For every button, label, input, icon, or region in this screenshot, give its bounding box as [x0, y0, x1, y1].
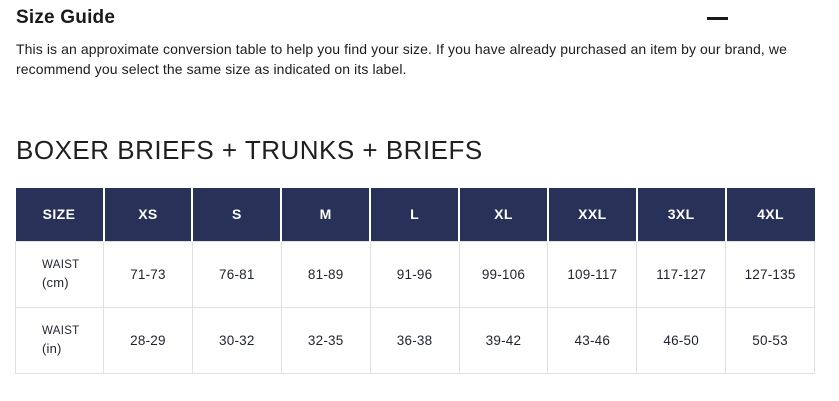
cell-waist-cm-3xl: 117-127 — [636, 240, 727, 308]
column-header-xl: XL — [459, 188, 549, 241]
cell-waist-cm-xl: 99-106 — [458, 240, 549, 308]
column-header-s: S — [192, 188, 283, 241]
cell-waist-in-l: 36-38 — [369, 306, 460, 374]
section-heading: BOXER BRIEFS + TRUNKS + BRIEFS — [16, 135, 483, 165]
minus-icon — [706, 16, 728, 20]
table-row-waist-in: WAIST (in) 28-29 30-32 32-35 36-38 39-42… — [15, 306, 815, 374]
cell-waist-cm-l: 91-96 — [369, 240, 460, 308]
cell-waist-in-s: 30-32 — [191, 306, 282, 374]
column-header-l: L — [370, 188, 460, 241]
collapse-button[interactable] — [698, 6, 736, 30]
cell-waist-cm-m: 81-89 — [280, 240, 371, 308]
cell-waist-in-m: 32-35 — [280, 306, 371, 374]
cell-waist-in-xl: 39-42 — [458, 306, 549, 374]
row-label-waist-in: WAIST (in) — [15, 306, 104, 374]
cell-waist-cm-xs: 71-73 — [103, 240, 193, 308]
column-header-3xl: 3XL — [636, 188, 727, 241]
cell-waist-cm-xxl: 109-117 — [547, 240, 638, 308]
size-conversion-table: SIZE XS S M L XL XXL 3XL 4XL WAIST (cm) … — [15, 188, 815, 374]
row-label-waist-cm: WAIST (cm) — [15, 240, 104, 308]
column-header-4xl: 4XL — [725, 188, 815, 241]
column-header-xxl: XXL — [547, 188, 638, 241]
column-header-size: SIZE — [15, 188, 105, 241]
cell-waist-cm-4xl: 127-135 — [725, 240, 815, 308]
description-text: This is an approximate conversion table … — [16, 41, 787, 77]
cell-waist-in-4xl: 50-53 — [725, 306, 815, 374]
column-header-m: M — [281, 188, 372, 241]
page-title: Size Guide — [16, 7, 116, 28]
table-header-row: SIZE XS S M L XL XXL 3XL 4XL — [15, 188, 815, 241]
cell-waist-in-3xl: 46-50 — [636, 306, 727, 374]
cell-waist-cm-s: 76-81 — [191, 240, 282, 308]
table-row-waist-cm: WAIST (cm) 71-73 76-81 81-89 91-96 99-10… — [15, 240, 815, 308]
column-header-xs: XS — [103, 188, 194, 241]
panel-header: Size Guide — [16, 6, 823, 30]
cell-waist-in-xs: 28-29 — [103, 306, 193, 374]
cell-waist-in-xxl: 43-46 — [547, 306, 638, 374]
